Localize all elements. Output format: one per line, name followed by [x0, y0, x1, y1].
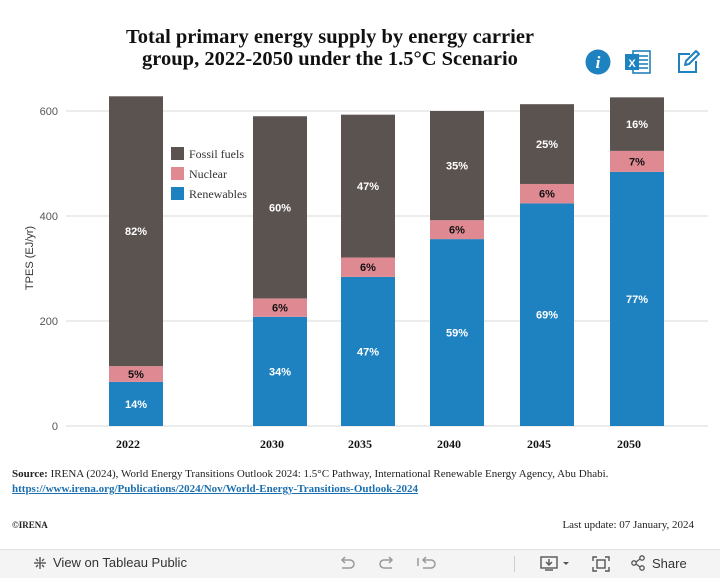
- data-label: 47%: [357, 181, 379, 193]
- chart-title: Total primary energy supply by energy ca…: [60, 26, 600, 70]
- svg-text:X: X: [628, 58, 636, 70]
- share-button[interactable]: Share: [630, 555, 687, 571]
- legend-swatch: [171, 187, 184, 200]
- undo-icon[interactable]: [338, 555, 356, 573]
- legend-swatch: [171, 167, 184, 180]
- data-label: 77%: [626, 294, 648, 306]
- data-label: 47%: [357, 346, 379, 358]
- last-update: Last update: 07 January, 2024: [562, 519, 694, 531]
- source-label: Source:: [12, 468, 48, 480]
- data-label: 14%: [125, 399, 147, 411]
- bar-segment: [341, 114, 395, 258]
- data-label: 7%: [629, 156, 645, 168]
- x-tick-label: 2035: [348, 437, 372, 451]
- data-label: 60%: [269, 202, 291, 214]
- x-tick-label: 2022: [116, 437, 140, 451]
- info-icon[interactable]: i: [584, 48, 612, 76]
- stacked-bar-chart: 0 200 400 600 TPES (EJ/yr) 14% 5% 82% 2022 34% 6% 6…: [24, 96, 708, 451]
- toolbar-separator: [514, 556, 515, 572]
- bar-segment: [253, 116, 307, 299]
- view-on-tableau-button[interactable]: View on Tableau Public: [33, 555, 187, 570]
- legend-label: Nuclear: [189, 167, 227, 181]
- data-label: 16%: [626, 119, 648, 131]
- fullscreen-icon[interactable]: [592, 555, 610, 573]
- bar-segment: [253, 316, 307, 426]
- data-label: 6%: [360, 262, 376, 274]
- bar-segment: [610, 171, 664, 426]
- bar-segment: [520, 104, 574, 184]
- chart-title-line2: group, 2022-2050 under the 1.5°C Scenari…: [142, 48, 518, 70]
- y-axis-label: TPES (EJ/yr): [24, 226, 36, 290]
- share-label: Share: [652, 555, 687, 571]
- data-label: 35%: [446, 161, 468, 173]
- redo-icon[interactable]: [378, 555, 396, 573]
- bar-segment: [109, 381, 163, 426]
- legend-label: Fossil fuels: [189, 147, 244, 161]
- data-label: 6%: [539, 189, 555, 201]
- data-label: 6%: [272, 303, 288, 315]
- bar-segment: [341, 276, 395, 426]
- excel-download-icon[interactable]: X: [624, 48, 652, 76]
- y-tick-label: 600: [40, 106, 58, 118]
- x-tick-label: 2040: [437, 437, 461, 451]
- x-tick-label: 2045: [527, 437, 551, 451]
- y-tick-label: 400: [40, 211, 58, 223]
- x-tick-label: 2030: [260, 437, 284, 451]
- bar-segment: [430, 111, 484, 221]
- data-label: 69%: [536, 310, 558, 322]
- bar-segment: [109, 96, 163, 367]
- copyright: ©IRENA: [12, 520, 48, 530]
- source-note: Source: IRENA (2024), World Energy Trans…: [12, 467, 712, 497]
- bar-segment: [430, 220, 484, 240]
- tableau-logo-icon: [34, 556, 46, 569]
- share-icon: [631, 555, 645, 571]
- bar-segment: [341, 257, 395, 277]
- data-label: 25%: [536, 139, 558, 151]
- data-label: 59%: [446, 328, 468, 340]
- legend-label: Renewables: [189, 187, 247, 201]
- data-label: 6%: [449, 225, 465, 237]
- view-on-tableau-label: View on Tableau Public: [53, 555, 187, 570]
- bar-segment: [610, 150, 664, 172]
- x-tick-label: 2050: [617, 437, 641, 451]
- source-link[interactable]: https://www.irena.org/Publications/2024/…: [12, 483, 419, 495]
- tableau-toolbar: View on Tableau Public Share: [0, 549, 720, 578]
- download-icon[interactable]: [540, 555, 572, 573]
- data-label: 82%: [125, 226, 147, 238]
- edit-icon[interactable]: [674, 48, 702, 76]
- bar-segment: [610, 97, 664, 151]
- chart-title-line1: Total primary energy supply by energy ca…: [125, 26, 535, 48]
- bar-segment: [520, 203, 574, 426]
- svg-text:i: i: [596, 53, 601, 72]
- revert-icon[interactable]: [416, 555, 438, 573]
- y-tick-label: 0: [52, 421, 58, 433]
- bar-segment: [253, 298, 307, 317]
- y-tick-label: 200: [40, 316, 58, 328]
- data-label: 34%: [269, 366, 291, 378]
- bar-segment: [430, 239, 484, 426]
- bar-segment: [520, 183, 574, 204]
- legend-swatch: [171, 147, 184, 160]
- bar-segment: [109, 366, 163, 382]
- data-label: 5%: [128, 369, 144, 381]
- source-text: IRENA (2024), World Energy Transitions O…: [50, 468, 609, 480]
